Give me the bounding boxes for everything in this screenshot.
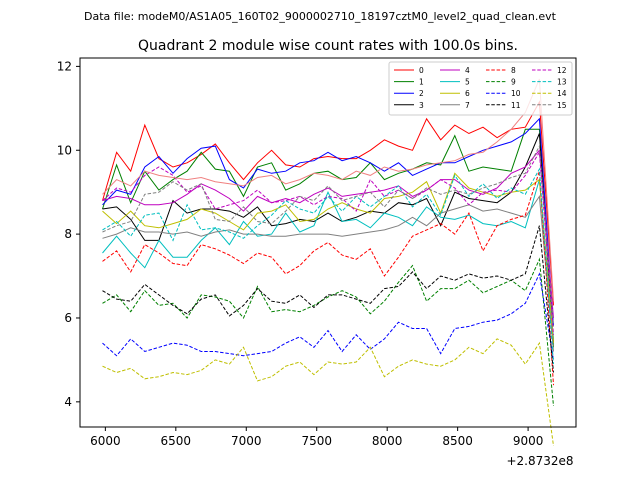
series-line-8 — [102, 171, 554, 386]
y-tick-label: 10 — [57, 143, 72, 157]
series-line-15 — [102, 144, 554, 327]
series-line-0 — [102, 100, 554, 306]
y-tick-label: 8 — [64, 227, 72, 241]
chart-title: Quadrant 2 module wise count rates with … — [138, 38, 518, 54]
x-tick-label: 9000 — [513, 434, 544, 448]
legend-label-10: 10 — [511, 89, 521, 98]
x-tick-label: 7500 — [301, 434, 332, 448]
legend-label-6: 6 — [465, 89, 470, 98]
legend-label-5: 5 — [465, 78, 470, 87]
data-file-label: Data file: modeM0/AS1A05_160T02_90000027… — [84, 10, 557, 23]
legend-label-11: 11 — [511, 101, 521, 110]
x-tick-label: 7000 — [231, 434, 262, 448]
series-line-9 — [102, 257, 554, 407]
series-line-7 — [102, 194, 554, 352]
series-line-14 — [102, 338, 554, 446]
series-line-13 — [102, 167, 554, 365]
legend-label-8: 8 — [511, 66, 516, 75]
x-tick-label: 8500 — [442, 434, 473, 448]
series-line-10 — [102, 272, 554, 360]
legend-label-4: 4 — [465, 66, 470, 75]
legend-label-14: 14 — [557, 89, 567, 98]
legend-label-2: 2 — [419, 89, 424, 98]
series-line-6 — [102, 172, 554, 344]
legend-box — [388, 61, 573, 116]
legend-label-7: 7 — [465, 101, 470, 110]
legend-label-9: 9 — [511, 78, 516, 87]
y-tick-label: 6 — [64, 311, 72, 325]
legend-label-15: 15 — [557, 101, 567, 110]
plot-series-group — [102, 78, 554, 446]
x-tick-label: 6000 — [90, 434, 121, 448]
legend-label-0: 0 — [419, 66, 424, 75]
series-line-1 — [102, 128, 554, 348]
legend-label-1: 1 — [419, 78, 424, 87]
y-tick-label: 4 — [64, 395, 72, 409]
series-line-3 — [102, 133, 554, 344]
x-offset-label: +2.8732e8 — [506, 454, 573, 468]
series-line-2 — [102, 117, 554, 327]
legend-label-12: 12 — [557, 66, 567, 75]
series-line-12 — [102, 150, 554, 335]
series-line-5 — [102, 179, 554, 339]
legend-label-13: 13 — [557, 78, 567, 87]
y-tick-label: 12 — [57, 59, 72, 73]
x-tick-label: 6500 — [161, 434, 192, 448]
x-tick-label: 8000 — [372, 434, 403, 448]
series-line-11 — [102, 225, 554, 373]
series-line-extra — [102, 78, 554, 302]
plot-frame — [79, 57, 577, 428]
legend-label-3: 3 — [419, 101, 424, 110]
series-line-4 — [102, 149, 554, 319]
